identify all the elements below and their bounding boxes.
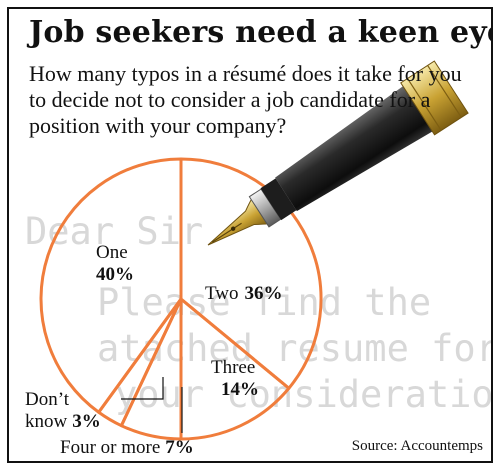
slice-labels: One 40% Two 36% Three 14% Don’t know 3% Fo… [25,242,283,458]
label-one-value: 40% [96,264,134,285]
label-two-name: Two [205,283,239,304]
label-two-value: 36% [245,283,283,304]
source-note: Source: Accountemps [351,438,483,454]
label-dont-know-name2: know [25,411,68,432]
pie-chart: Dear Sir Please find the atached resume … [25,60,491,458]
leader-lines [121,377,183,433]
slice-one [39,157,183,414]
infographic-frame: Dear Sir Please find the atached resume … [7,7,493,463]
background-letter: Dear Sir Please find the atached resume … [25,210,491,416]
label-four-or-more-name: Four or more [60,437,160,458]
letter-line-2: Please find the [97,281,431,324]
label-two: Two 36% [205,283,283,304]
letter-line-4: your consideration [115,373,491,416]
label-dont-know-name: Don’t [25,389,70,410]
letter-line-1: Dear Sir [25,210,203,253]
label-one-name: One [96,242,128,263]
label-three-name: Three [211,357,255,378]
label-dont-know-value: 3% [72,411,101,432]
label-four-or-more-value: 7% [165,437,194,458]
chart-subtitle: How many typos in a résumé does it take … [29,61,462,138]
slice-three [179,297,291,441]
slice-dont-know [97,297,183,428]
slice-two [179,157,323,390]
pie-slices [39,157,323,441]
label-dont-know: know 3% [25,411,101,432]
label-four-or-more: Four or more 7% [60,437,194,458]
label-three-value: 14% [221,379,259,400]
leader-line-dont-know [121,377,164,400]
letter-line-3: atached resume for [97,327,491,370]
chart-title: Job seekers need a keen eye [29,15,493,50]
fountain-pen-icon [207,60,469,246]
